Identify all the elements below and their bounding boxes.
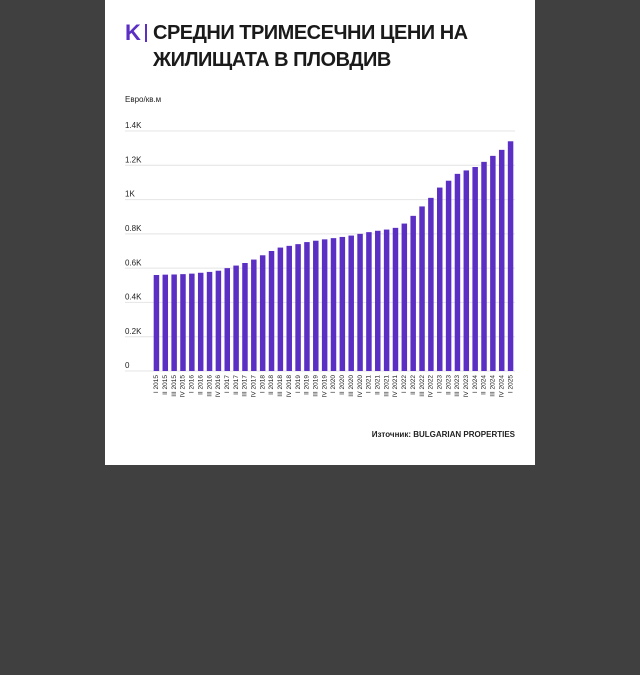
x-tick-label: I 2024 xyxy=(472,375,479,393)
bar xyxy=(392,227,399,371)
x-tick-label: II 2015 xyxy=(162,375,169,395)
x-tick-label: II 2020 xyxy=(339,375,346,395)
x-tick-label: II 2021 xyxy=(374,375,381,395)
bar xyxy=(428,197,434,371)
bar xyxy=(268,251,275,371)
y-tick-label: 0 xyxy=(125,361,130,370)
x-tick-label: I 2017 xyxy=(224,375,231,393)
x-tick-label: I 2020 xyxy=(330,375,337,393)
bar xyxy=(481,161,487,371)
bar xyxy=(348,235,354,371)
x-tick-label: II 2017 xyxy=(233,375,240,395)
x-tick-label: IV 2021 xyxy=(392,375,399,398)
bar xyxy=(507,141,514,371)
bar xyxy=(330,238,337,371)
bar xyxy=(162,274,169,371)
bar xyxy=(197,272,204,371)
bar xyxy=(189,273,195,371)
x-tick-label: II 2019 xyxy=(304,375,311,395)
bar xyxy=(366,232,372,371)
x-tick-label: I 2022 xyxy=(401,375,408,393)
bar xyxy=(490,155,496,371)
x-tick-label: IV 2018 xyxy=(286,375,293,398)
bar xyxy=(215,270,222,371)
x-tick-label: I 2015 xyxy=(153,375,160,393)
x-tick-label: III 2015 xyxy=(171,375,178,397)
bar xyxy=(436,187,443,371)
chart: Евро/кв.м Източник: BULGARIAN PROPERTIES… xyxy=(125,95,516,439)
x-tick-label: III 2024 xyxy=(490,375,497,397)
bar xyxy=(498,149,505,371)
bar xyxy=(295,244,301,371)
chart-title: СРЕДНИ ТРИМЕСЕЧНИ ЦЕНИ НА ЖИЛИЩАТА В ПЛО… xyxy=(153,22,468,71)
x-tick-label: II 2018 xyxy=(268,375,275,395)
bar xyxy=(206,271,213,371)
x-tick-label: I 2021 xyxy=(366,375,373,393)
bar xyxy=(321,239,328,371)
x-tick-label: III 2023 xyxy=(454,375,461,397)
bar xyxy=(463,170,470,371)
y-tick-label: 0.2K xyxy=(125,327,142,336)
bar xyxy=(445,180,452,371)
y-axis-label: Евро/кв.м xyxy=(125,95,161,104)
bar xyxy=(401,223,408,371)
x-tick-label: I 2016 xyxy=(189,375,196,393)
logo: K xyxy=(125,20,141,45)
x-tick-label: II 2023 xyxy=(445,375,452,395)
bar xyxy=(224,268,231,371)
x-tick-label: III 2016 xyxy=(206,375,213,397)
bar xyxy=(251,259,257,371)
bar xyxy=(410,215,416,371)
y-tick-label: 1.4K xyxy=(125,121,142,130)
y-tick-label: 0.4K xyxy=(125,293,142,302)
y-tick-label: 1K xyxy=(125,190,135,199)
bar xyxy=(472,167,478,371)
bar xyxy=(233,265,239,371)
x-tick-label: I 2025 xyxy=(507,375,514,393)
bar xyxy=(375,230,381,371)
bar xyxy=(242,263,248,371)
x-tick-label: III 2019 xyxy=(313,375,320,397)
x-tick-label: III 2017 xyxy=(242,375,249,397)
x-tick-label: III 2022 xyxy=(419,375,426,397)
y-tick-label: 0.6K xyxy=(125,258,142,267)
x-tick-label: IV 2019 xyxy=(321,375,328,398)
source: Източник: BULGARIAN PROPERTIES xyxy=(372,430,516,439)
bar xyxy=(357,233,363,371)
x-tick-label: I 2018 xyxy=(259,375,266,393)
x-tick-label: III 2021 xyxy=(383,375,390,397)
card: K СРЕДНИ ТРИМЕСЕЧНИ ЦЕНИ НА ЖИЛИЩАТА В П… xyxy=(105,0,535,465)
x-tick-label: IV 2015 xyxy=(180,375,187,398)
x-tick-label: II 2016 xyxy=(197,375,204,395)
x-tick-label: IV 2020 xyxy=(357,375,364,398)
y-tick-label: 0.8K xyxy=(125,224,142,233)
x-tick-label: IV 2022 xyxy=(428,375,435,398)
x-tick-label: II 2022 xyxy=(410,375,417,395)
x-tick-label: III 2018 xyxy=(277,375,284,397)
bar xyxy=(313,240,319,371)
bar xyxy=(259,255,266,371)
bar xyxy=(454,173,461,371)
x-tick-label: IV 2016 xyxy=(215,375,222,398)
x-tick-label: IV 2023 xyxy=(463,375,470,398)
bar xyxy=(153,275,160,371)
x-tick-label: IV 2024 xyxy=(498,375,505,398)
bar xyxy=(383,229,390,371)
logo-divider xyxy=(145,24,147,42)
x-tick-label: I 2019 xyxy=(295,375,302,393)
bar xyxy=(304,242,310,371)
y-tick-label: 1.2K xyxy=(125,155,142,164)
x-tick-label: I 2023 xyxy=(436,375,443,393)
x-tick-label: IV 2017 xyxy=(251,375,258,398)
bar xyxy=(277,247,284,371)
x-tick-label: II 2024 xyxy=(481,375,488,395)
x-tick-label: III 2020 xyxy=(348,375,355,397)
bar xyxy=(339,236,346,371)
bar xyxy=(419,206,425,371)
bar xyxy=(180,274,186,371)
bar xyxy=(286,245,292,371)
bar xyxy=(171,274,177,371)
